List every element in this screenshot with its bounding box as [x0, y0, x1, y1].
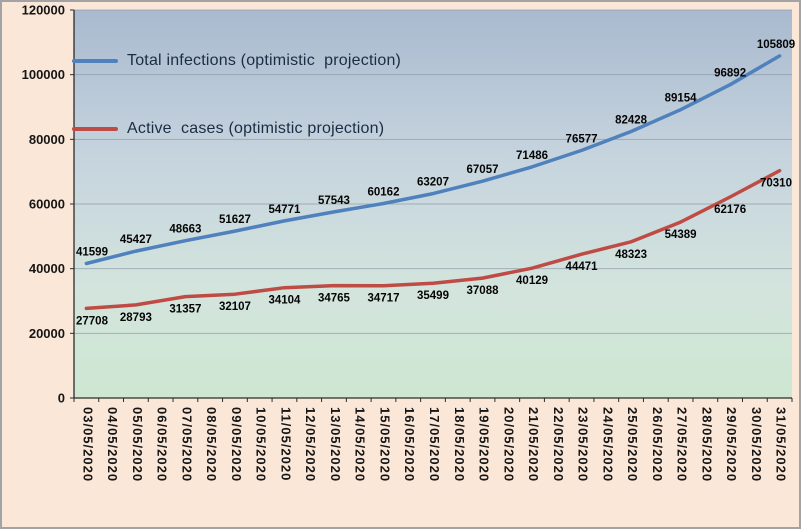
x-axis-tick-label: 14/05/2020	[353, 407, 368, 482]
total-infections-line-swatch	[72, 59, 118, 63]
data-label-total-infections: 89154	[665, 93, 698, 105]
legend-label-total-infections: Total infections (optimistic projection)	[127, 52, 402, 69]
x-axis-tick-label: 11/05/2020	[278, 407, 293, 481]
x-axis-tick-label: 28/05/2020	[699, 407, 714, 482]
x-axis-tick-label: 07/05/2020	[179, 407, 194, 482]
data-label-active-cases: 28793	[120, 312, 152, 324]
x-axis-tick-label: 13/05/2020	[328, 407, 343, 482]
x-axis-tick-label: 04/05/2020	[105, 407, 120, 482]
data-label-active-cases: 62176	[714, 204, 746, 216]
y-axis-tick-label: 60000	[29, 197, 65, 212]
x-axis-tick-label: 15/05/2020	[377, 407, 392, 482]
y-axis-tick-label: 20000	[29, 326, 65, 341]
x-axis-tick-label: 03/05/2020	[80, 407, 95, 482]
data-label-active-cases: 34765	[318, 293, 351, 305]
x-axis-tick-label: 09/05/2020	[229, 407, 244, 482]
x-axis-tick-label: 06/05/2020	[155, 407, 170, 482]
data-label-active-cases: 40129	[516, 275, 548, 287]
data-label-active-cases: 70310	[760, 178, 792, 190]
x-axis-tick-label: 29/05/2020	[724, 407, 739, 482]
data-label-total-infections: 76577	[566, 133, 598, 145]
data-label-active-cases: 54389	[665, 229, 697, 241]
data-label-total-infections: 71486	[516, 150, 548, 162]
x-axis-tick-label: 08/05/2020	[204, 407, 219, 482]
y-axis-tick-label: 80000	[29, 132, 65, 147]
x-axis-tick-label: 19/05/2020	[477, 407, 492, 482]
x-axis-tick-label: 21/05/2020	[526, 407, 541, 482]
data-label-total-infections: 67057	[467, 164, 499, 176]
legend-item-total-infections: Total infections (optimistic projection)	[72, 52, 401, 70]
x-axis-tick-label: 18/05/2020	[452, 407, 467, 482]
data-label-active-cases: 48323	[615, 249, 647, 261]
data-label-active-cases: 27708	[76, 315, 109, 327]
y-axis-tick-label: 40000	[29, 261, 65, 276]
x-axis-tick-label: 26/05/2020	[650, 407, 665, 482]
x-axis-tick-label: 16/05/2020	[402, 407, 417, 482]
data-label-total-infections: 45427	[120, 234, 152, 246]
data-label-active-cases: 37088	[467, 285, 500, 297]
x-axis-tick-label: 30/05/2020	[749, 407, 764, 482]
x-axis-tick-label: 25/05/2020	[625, 407, 640, 482]
x-axis-tick-label: 31/05/2020	[774, 407, 789, 482]
data-label-total-infections: 41599	[76, 246, 108, 258]
x-axis-tick-label: 10/05/2020	[254, 407, 269, 482]
data-label-total-infections: 60162	[367, 186, 399, 198]
series-line-total-infections	[84, 54, 782, 266]
data-label-total-infections: 57543	[318, 195, 350, 207]
data-label-total-infections: 82428	[615, 114, 648, 126]
active-cases-line-swatch	[72, 127, 118, 131]
x-axis-tick-label: 22/05/2020	[551, 407, 566, 482]
series-line-active-cases	[84, 168, 782, 311]
x-axis-tick-label: 23/05/2020	[576, 407, 591, 482]
data-label-active-cases: 44471	[566, 261, 599, 273]
data-label-active-cases: 31357	[169, 304, 201, 316]
y-axis-tick-label: 100000	[22, 67, 65, 82]
x-axis-tick-label: 20/05/2020	[501, 407, 516, 482]
data-label-total-infections: 54771	[268, 204, 301, 216]
data-label-total-infections: 51627	[219, 214, 251, 226]
data-label-total-infections: 48663	[169, 224, 201, 236]
y-axis-tick-label: 120000	[22, 3, 65, 18]
data-label-active-cases: 32107	[219, 301, 251, 313]
data-label-active-cases: 34104	[268, 295, 301, 307]
data-label-active-cases: 35499	[417, 290, 449, 302]
data-label-total-infections: 96892	[714, 68, 746, 80]
x-axis-tick-label: 24/05/2020	[600, 407, 615, 482]
data-label-total-infections: 105809	[757, 39, 795, 51]
legend-label-active-cases: Active cases (optimistic projection)	[127, 120, 385, 137]
x-axis-tick-label: 12/05/2020	[303, 407, 318, 482]
y-axis-tick-label: 0	[58, 391, 65, 406]
x-axis-tick-label: 05/05/2020	[130, 407, 145, 482]
data-label-active-cases: 34717	[367, 293, 399, 305]
x-axis-tick-label: 17/05/2020	[427, 407, 442, 482]
data-label-total-infections: 63207	[417, 177, 449, 189]
x-axis-tick-label: 27/05/2020	[675, 407, 690, 482]
legend-item-active-cases: Active cases (optimistic projection)	[72, 120, 384, 138]
